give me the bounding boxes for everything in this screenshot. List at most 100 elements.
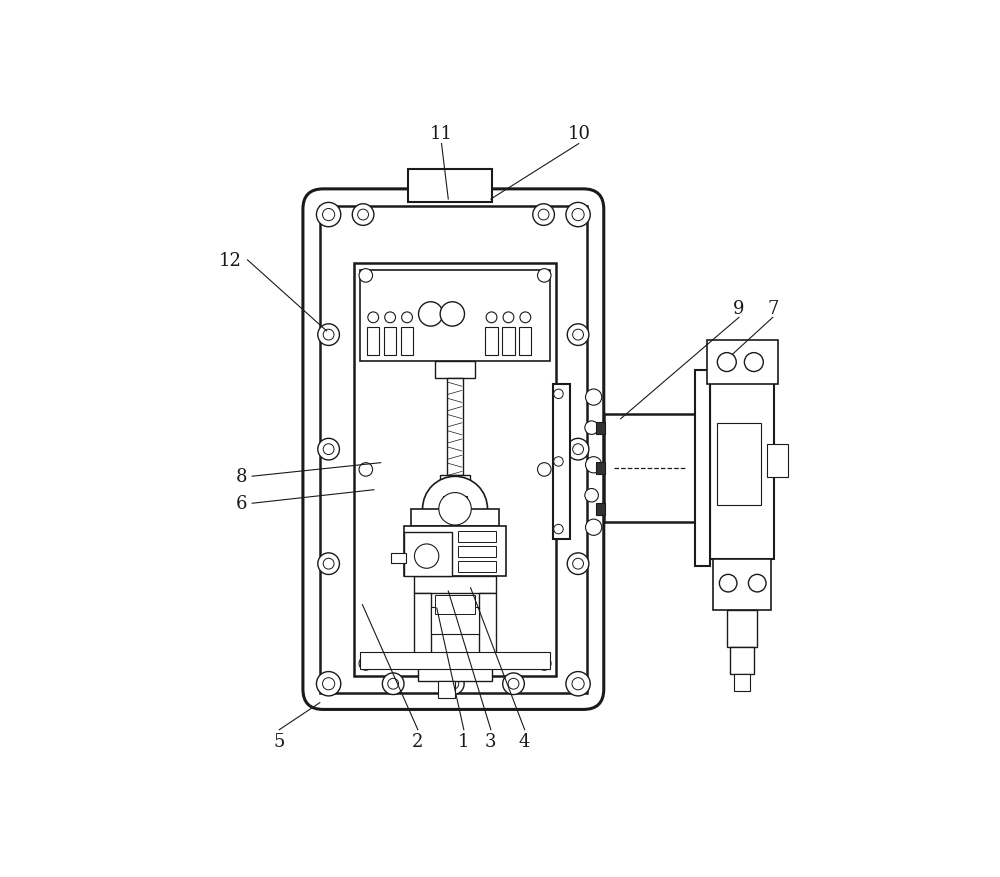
Bar (707, 340, 778, 384)
Circle shape (382, 674, 404, 695)
Text: 2: 2 (412, 732, 424, 750)
Bar (438, 681, 455, 698)
Text: 11: 11 (430, 125, 453, 142)
Circle shape (423, 477, 487, 542)
Text: 12: 12 (219, 252, 242, 269)
Bar (354, 264, 556, 676)
Text: 7: 7 (767, 300, 778, 318)
Circle shape (443, 674, 464, 695)
Bar (447, 379, 463, 476)
Circle shape (503, 312, 514, 324)
Text: 6: 6 (236, 495, 247, 513)
Circle shape (323, 678, 335, 690)
Circle shape (585, 489, 598, 503)
Text: 3: 3 (485, 732, 497, 750)
Circle shape (586, 519, 602, 536)
Bar (414, 577, 496, 594)
Circle shape (414, 545, 439, 568)
Bar (734, 674, 750, 692)
Circle shape (316, 203, 341, 227)
Text: 10: 10 (567, 125, 590, 142)
Bar (767, 444, 788, 478)
Circle shape (573, 330, 583, 340)
Circle shape (486, 312, 497, 324)
Bar (553, 384, 570, 539)
Circle shape (538, 210, 549, 221)
Bar (604, 415, 695, 523)
Circle shape (440, 303, 464, 327)
Circle shape (359, 269, 373, 283)
Circle shape (744, 353, 763, 372)
Circle shape (554, 457, 563, 467)
Circle shape (359, 657, 373, 670)
Circle shape (717, 353, 736, 372)
Bar (479, 594, 496, 668)
Circle shape (358, 210, 368, 221)
Bar (458, 561, 496, 572)
Circle shape (719, 574, 737, 592)
Circle shape (554, 389, 563, 399)
Circle shape (573, 559, 583, 569)
Bar (717, 424, 761, 506)
Circle shape (520, 312, 531, 324)
Bar (418, 668, 492, 681)
Circle shape (318, 438, 339, 460)
Circle shape (419, 303, 443, 327)
Circle shape (508, 679, 519, 689)
Circle shape (538, 463, 551, 477)
Bar (431, 607, 479, 634)
Bar (596, 503, 605, 516)
Bar (435, 595, 475, 614)
Bar (404, 526, 506, 577)
Circle shape (323, 445, 334, 455)
Bar (367, 328, 379, 355)
Bar (391, 553, 406, 563)
Circle shape (567, 324, 589, 346)
Bar (458, 531, 496, 542)
Circle shape (538, 657, 551, 670)
Text: 8: 8 (236, 467, 247, 486)
Bar (404, 533, 452, 577)
Circle shape (388, 679, 399, 689)
Circle shape (318, 324, 339, 346)
Circle shape (566, 203, 590, 227)
Bar (360, 652, 550, 669)
Text: 5: 5 (274, 732, 285, 750)
Circle shape (567, 553, 589, 574)
Bar (443, 496, 467, 506)
Bar (440, 476, 470, 496)
Circle shape (566, 672, 590, 696)
Bar (435, 362, 475, 379)
Bar (320, 207, 587, 693)
Circle shape (585, 422, 598, 435)
Bar (730, 647, 754, 674)
Circle shape (748, 574, 766, 592)
Circle shape (439, 493, 471, 525)
Bar (596, 422, 605, 434)
Circle shape (586, 457, 602, 474)
Bar (360, 271, 550, 362)
Text: 9: 9 (733, 300, 745, 318)
Bar (519, 328, 531, 355)
Circle shape (573, 445, 583, 455)
Circle shape (385, 312, 396, 324)
Circle shape (533, 204, 554, 226)
Text: 4: 4 (519, 732, 530, 750)
Bar (596, 462, 605, 474)
Circle shape (318, 553, 339, 574)
Circle shape (352, 204, 374, 226)
Circle shape (448, 679, 459, 689)
Circle shape (359, 463, 373, 477)
Bar (502, 328, 515, 355)
Bar (458, 546, 496, 557)
Bar (408, 169, 492, 203)
FancyBboxPatch shape (303, 189, 604, 709)
Circle shape (554, 524, 563, 534)
Circle shape (323, 559, 334, 569)
Circle shape (323, 330, 334, 340)
Circle shape (572, 210, 584, 221)
Circle shape (586, 389, 602, 406)
Bar (695, 371, 710, 567)
Circle shape (323, 210, 335, 221)
Circle shape (316, 672, 341, 696)
